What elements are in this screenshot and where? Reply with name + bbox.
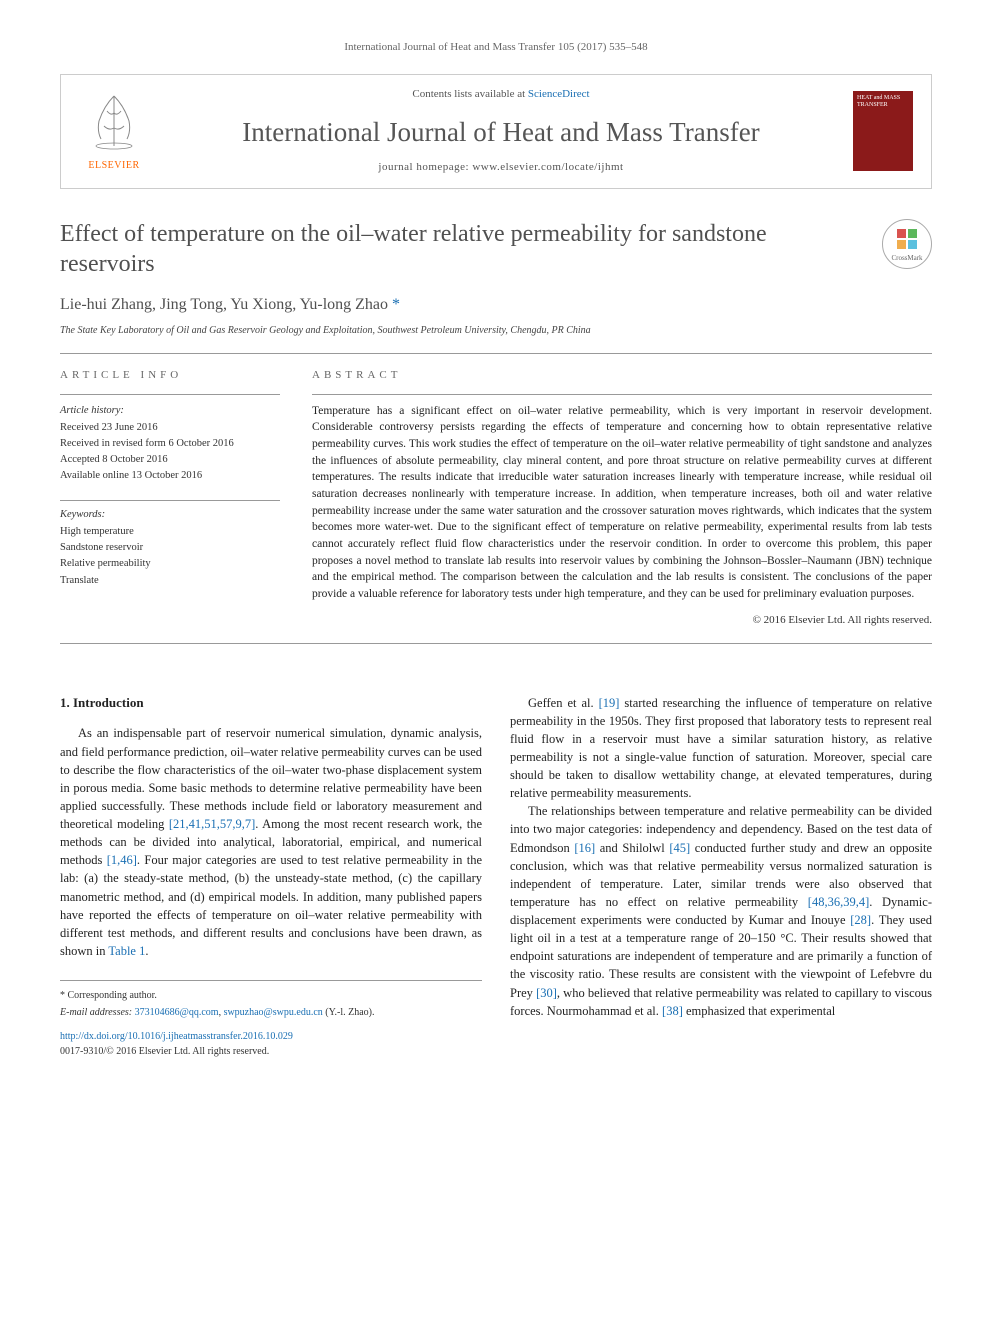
keyword: Sandstone reservoir — [60, 540, 280, 555]
abstract-divider — [312, 394, 932, 395]
article-info-label: article info — [60, 368, 280, 384]
divider-top — [60, 353, 932, 354]
contents-line: Contents lists available at ScienceDirec… — [169, 87, 833, 103]
article-title: Effect of temperature on the oil–water r… — [60, 219, 882, 279]
citation-link[interactable]: [28] — [850, 913, 871, 927]
intro-paragraph-1: As an indispensable part of reservoir nu… — [60, 724, 482, 960]
authors: Lie-hui Zhang, Jing Tong, Yu Xiong, Yu-l… — [60, 293, 932, 316]
intro-paragraph-2: Geffen et al. [19] started researching t… — [510, 694, 932, 803]
journal-cover-thumbnail: HEAT and MASS TRANSFER — [853, 91, 913, 171]
citation-link[interactable]: [30] — [536, 986, 557, 1000]
keyword: Relative permeability — [60, 556, 280, 571]
history-label: Article history: — [60, 403, 280, 418]
citation-link[interactable]: [38] — [662, 1004, 683, 1018]
email-link[interactable]: swpuzhao@swpu.edu.cn — [224, 1007, 323, 1018]
abstract-block: abstract Temperature has a significant e… — [312, 368, 932, 629]
table-link[interactable]: Table 1 — [108, 944, 145, 958]
history-accepted: Accepted 8 October 2016 — [60, 452, 280, 467]
doi-link[interactable]: http://dx.doi.org/10.1016/j.ijheatmasstr… — [60, 1031, 293, 1042]
elsevier-tree-icon — [79, 91, 149, 151]
body-columns: 1. Introduction As an indispensable part… — [60, 694, 932, 1020]
footer-block: * Corresponding author. E-mail addresses… — [60, 980, 482, 1020]
column-right: Geffen et al. [19] started researching t… — [510, 694, 932, 1020]
email-link[interactable]: 373104686@qq.com — [135, 1007, 219, 1018]
crossmark-icon — [893, 225, 921, 253]
author-names: Lie-hui Zhang, Jing Tong, Yu Xiong, Yu-l… — [60, 296, 388, 313]
issn-line: 0017-9310/© 2016 Elsevier Ltd. All right… — [60, 1045, 932, 1060]
affiliation: The State Key Laboratory of Oil and Gas … — [60, 324, 932, 339]
info-abstract-row: article info Article history: Received 2… — [60, 368, 932, 629]
divider-bottom — [60, 643, 932, 644]
history-block: Article history: Received 23 June 2016 R… — [60, 403, 280, 484]
elsevier-label: ELSEVIER — [79, 159, 149, 174]
keyword: High temperature — [60, 524, 280, 539]
abstract-copyright: © 2016 Elsevier Ltd. All rights reserved… — [312, 613, 932, 629]
email-label: E-mail addresses: — [60, 1007, 135, 1018]
history-received: Received 23 June 2016 — [60, 420, 280, 435]
intro-paragraph-3: The relationships between temperature an… — [510, 802, 932, 1020]
history-online: Available online 13 October 2016 — [60, 468, 280, 483]
keyword: Translate — [60, 573, 280, 588]
history-revised: Received in revised form 6 October 2016 — [60, 436, 280, 451]
citation-link[interactable]: [48,36,39,4] — [808, 895, 869, 909]
column-left: 1. Introduction As an indispensable part… — [60, 694, 482, 1020]
contents-prefix: Contents lists available at — [412, 88, 527, 100]
citation-link[interactable]: [45] — [669, 841, 690, 855]
title-row: Effect of temperature on the oil–water r… — [60, 219, 932, 279]
journal-header: ELSEVIER Contents lists available at Sci… — [60, 74, 932, 189]
info-divider — [60, 394, 280, 395]
journal-title: International Journal of Heat and Mass T… — [169, 113, 833, 152]
citation-link[interactable]: [19] — [599, 696, 620, 710]
citation-link[interactable]: [16] — [574, 841, 595, 855]
keywords-divider — [60, 500, 280, 501]
citation-link[interactable]: [1,46] — [107, 853, 137, 867]
homepage-url[interactable]: www.elsevier.com/locate/ijhmt — [472, 161, 623, 173]
doi-block: http://dx.doi.org/10.1016/j.ijheatmasstr… — [60, 1030, 932, 1059]
keywords-label: Keywords: — [60, 507, 280, 522]
article-info-block: article info Article history: Received 2… — [60, 368, 280, 629]
section-heading-intro: 1. Introduction — [60, 694, 482, 713]
citation-link[interactable]: [21,41,51,57,9,7] — [169, 817, 255, 831]
crossmark-badge[interactable]: CrossMark — [882, 219, 932, 269]
journal-homepage: journal homepage: www.elsevier.com/locat… — [169, 160, 833, 176]
journal-reference: International Journal of Heat and Mass T… — [60, 40, 932, 56]
elsevier-logo: ELSEVIER — [79, 91, 149, 171]
homepage-prefix: journal homepage: — [378, 161, 472, 173]
abstract-text: Temperature has a significant effect on … — [312, 403, 932, 603]
header-center: Contents lists available at ScienceDirec… — [169, 87, 833, 176]
email-line: E-mail addresses: 373104686@qq.com, swpu… — [60, 1006, 482, 1021]
corresponding-marker: * — [392, 296, 400, 313]
crossmark-label: CrossMark — [891, 253, 922, 263]
abstract-label: abstract — [312, 368, 932, 384]
keywords-block: Keywords: High temperature Sandstone res… — [60, 500, 280, 588]
corresponding-author-note: * Corresponding author. — [60, 989, 482, 1004]
sciencedirect-link[interactable]: ScienceDirect — [528, 88, 590, 100]
cover-text: HEAT and MASS TRANSFER — [853, 91, 913, 112]
